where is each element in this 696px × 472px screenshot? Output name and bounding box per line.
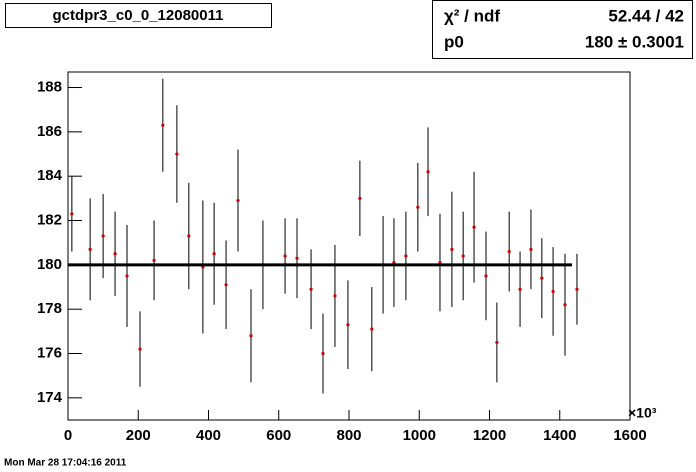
title-box	[5, 3, 272, 28]
y-tick-label: 178	[37, 300, 62, 317]
data-point	[540, 276, 544, 280]
data-point	[416, 205, 420, 209]
footer-date: Mon Mar 28 17:04:16 2011	[4, 458, 127, 469]
y-tick-label: 182	[37, 211, 62, 228]
data-point	[70, 212, 74, 216]
x-tick-label: 200	[126, 427, 151, 444]
data-point	[125, 274, 129, 278]
data-point	[507, 249, 511, 254]
x-exponent: ×10³	[628, 405, 657, 421]
data-point	[236, 198, 240, 203]
data-point	[175, 152, 179, 156]
x-tick-label: 1000	[403, 427, 436, 444]
data-point	[358, 196, 362, 200]
data-point	[472, 225, 476, 229]
data-point	[461, 254, 465, 258]
x-tick-label: 800	[336, 427, 361, 444]
stats-chi2-value: 52.44 / 42	[608, 6, 684, 25]
y-tick-label: 184	[37, 167, 63, 184]
data-point	[212, 252, 216, 256]
data-point	[484, 274, 488, 278]
data-point	[88, 247, 92, 251]
x-tick-label: 400	[196, 427, 221, 444]
data-point	[529, 247, 533, 251]
y-tick-label: 186	[37, 123, 62, 140]
data-point	[283, 254, 287, 258]
stats-p0-label: p0	[444, 32, 464, 51]
data-point	[575, 287, 579, 291]
data-point	[152, 258, 156, 263]
x-tick-label: 0	[64, 427, 72, 444]
data-point	[551, 289, 555, 294]
data-point	[113, 252, 117, 256]
data-point	[404, 254, 408, 258]
x-tick-label: 1400	[543, 427, 576, 444]
y-tick-label: 174	[37, 389, 63, 406]
data-point	[495, 340, 499, 345]
data-point	[321, 351, 325, 356]
data-point	[224, 283, 228, 287]
y-tick-label: 176	[37, 344, 62, 361]
data-point	[249, 334, 253, 338]
data-point	[101, 234, 105, 238]
stats-p0-value: 180 ± 0.3001	[585, 32, 684, 51]
data-point	[309, 287, 313, 291]
stats-box	[432, 0, 693, 59]
x-tick-label: 1200	[473, 427, 506, 444]
chart-title: gctdpr3_c0_0_12080011	[53, 7, 224, 24]
data-point	[370, 327, 374, 331]
data-point	[138, 347, 142, 351]
data-point	[333, 294, 337, 298]
y-tick-label: 188	[37, 78, 62, 95]
data-point	[161, 123, 165, 127]
data-point	[187, 234, 191, 238]
data-point	[563, 303, 567, 307]
x-tick-label: 1600	[613, 427, 646, 444]
data-point	[426, 170, 430, 174]
stats-chi2-label: χ² / ndf	[444, 6, 500, 25]
y-tick-label: 180	[37, 256, 62, 273]
data-point	[295, 256, 299, 260]
x-tick-label: 600	[266, 427, 291, 444]
data-point	[346, 323, 350, 327]
data-point	[450, 247, 454, 251]
data-point	[518, 287, 522, 291]
